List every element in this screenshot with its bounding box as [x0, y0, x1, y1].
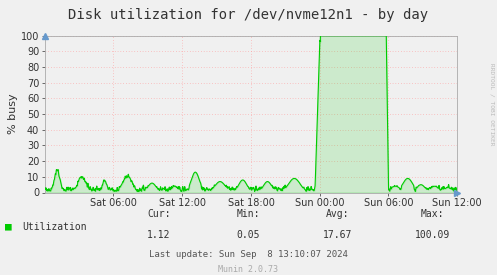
Text: Disk utilization for /dev/nvme12n1 - by day: Disk utilization for /dev/nvme12n1 - by …	[69, 8, 428, 22]
Text: Cur:: Cur:	[147, 209, 171, 219]
Text: Munin 2.0.73: Munin 2.0.73	[219, 265, 278, 274]
Text: Utilization: Utilization	[22, 222, 87, 232]
Text: 17.67: 17.67	[323, 230, 353, 240]
Text: Min:: Min:	[237, 209, 260, 219]
Text: 1.12: 1.12	[147, 230, 171, 240]
Text: RRDTOOL / TOBI OETIKER: RRDTOOL / TOBI OETIKER	[490, 63, 495, 146]
Y-axis label: % busy: % busy	[8, 94, 18, 134]
Text: 0.05: 0.05	[237, 230, 260, 240]
Text: 100.09: 100.09	[415, 230, 450, 240]
Text: Max:: Max:	[420, 209, 444, 219]
Text: ■: ■	[5, 222, 12, 232]
Text: Last update: Sun Sep  8 13:10:07 2024: Last update: Sun Sep 8 13:10:07 2024	[149, 250, 348, 259]
Text: Avg:: Avg:	[326, 209, 350, 219]
